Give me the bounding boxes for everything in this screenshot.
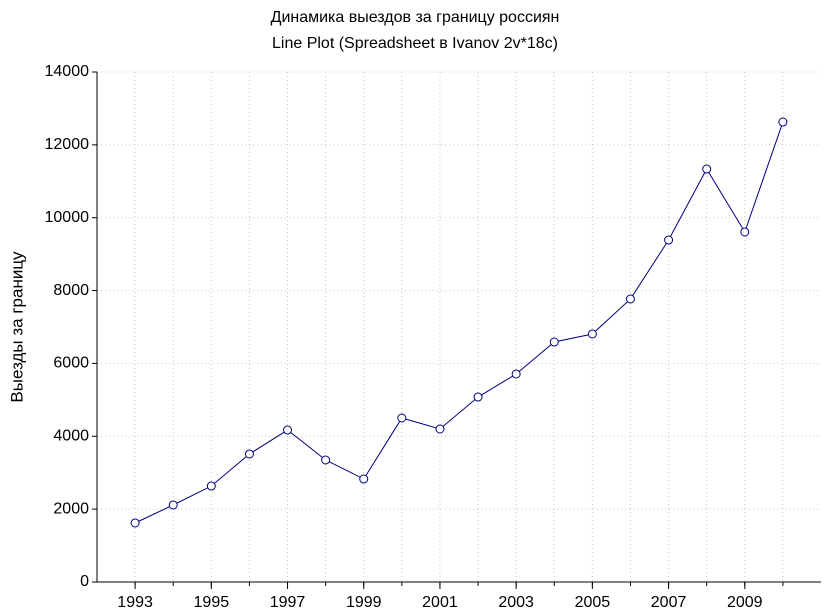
y-tick-label: 12000 — [45, 136, 90, 153]
data-point — [778, 117, 788, 127]
data-point — [740, 227, 750, 237]
data-point — [168, 500, 178, 510]
data-point — [321, 455, 331, 465]
data-point — [206, 481, 216, 491]
y-tick-label: 10000 — [45, 209, 90, 226]
x-tick-label: 2003 — [498, 594, 534, 611]
chart-title: Динамика выездов за границу россиян — [271, 9, 560, 26]
x-tick-label: 1999 — [346, 594, 382, 611]
data-point — [244, 449, 254, 459]
y-tick-label: 14000 — [45, 63, 90, 80]
data-point — [511, 369, 521, 379]
y-tick-label: 6000 — [53, 355, 89, 372]
data-point — [397, 413, 407, 423]
x-tick-label: 2001 — [422, 594, 458, 611]
y-tick-label: 8000 — [53, 282, 89, 299]
data-point — [625, 294, 635, 304]
data-point — [664, 235, 674, 245]
data-point — [130, 518, 140, 528]
y-tick-label: 4000 — [53, 428, 89, 445]
data-point — [473, 392, 483, 402]
data-line — [134, 121, 784, 524]
data-point — [702, 164, 712, 174]
x-tick-label: 2005 — [575, 594, 611, 611]
x-tick-label: 1993 — [117, 594, 153, 611]
x-tick-label: 1995 — [194, 594, 230, 611]
chart-subtitle: Line Plot (Spreadsheet в Ivanov 2v*18c) — [272, 35, 558, 52]
data-point — [435, 424, 445, 434]
x-tick-label: 2009 — [727, 594, 763, 611]
data-point — [549, 337, 559, 347]
x-tick-label: 2007 — [651, 594, 687, 611]
data-point — [283, 425, 293, 435]
y-tick-label: 0 — [80, 573, 89, 590]
y-tick-label: 2000 — [53, 500, 89, 517]
x-tick-label: 1997 — [270, 594, 306, 611]
data-point — [587, 329, 597, 339]
data-point — [359, 474, 369, 484]
y-axis-label: Выезды за границу — [7, 251, 26, 403]
